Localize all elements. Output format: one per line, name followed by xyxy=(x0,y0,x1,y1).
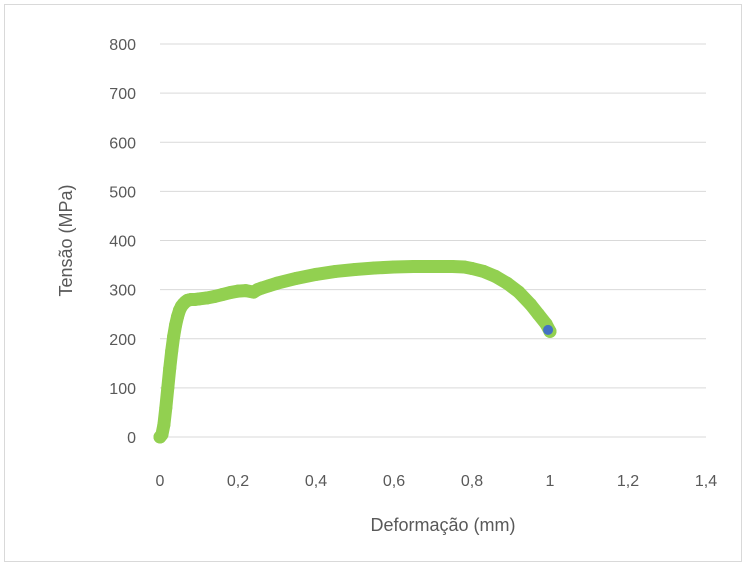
data-point xyxy=(488,269,502,283)
y-tick-label: 0 xyxy=(127,430,136,447)
chart-frame xyxy=(4,4,742,562)
x-tick-labels: 0 0,2 0,4 0,6 0,8 1 1,2 1,4 xyxy=(156,473,718,490)
y-tick-label: 200 xyxy=(109,332,136,349)
x-tick-label: 1,4 xyxy=(695,473,717,490)
data-point xyxy=(159,401,173,415)
data-point xyxy=(446,260,459,274)
data-point xyxy=(387,260,401,274)
data-point xyxy=(290,271,303,285)
data-point xyxy=(407,260,420,274)
data-point xyxy=(426,260,440,274)
y-axis-title: Tensão (MPa) xyxy=(56,184,76,296)
x-axis-title: Deformação (mm) xyxy=(370,515,515,535)
data-point xyxy=(270,276,284,290)
data-point xyxy=(477,264,491,278)
y-tick-label: 800 xyxy=(109,37,136,54)
data-point xyxy=(309,267,323,281)
data-point xyxy=(163,361,177,375)
x-tick-label: 0,2 xyxy=(227,473,249,490)
y-tick-label: 300 xyxy=(109,283,136,300)
x-tick-label: 0 xyxy=(156,473,165,490)
y-tick-label: 700 xyxy=(109,86,136,103)
data-point xyxy=(165,344,179,358)
data-point xyxy=(161,381,175,395)
y-tick-labels: 0 100 200 300 400 500 600 700 800 xyxy=(109,37,136,447)
data-point xyxy=(465,262,479,276)
series-layer xyxy=(153,260,557,444)
data-point xyxy=(500,276,514,290)
data-point xyxy=(157,418,171,432)
x-tick-label: 1 xyxy=(546,473,555,490)
data-point xyxy=(348,262,362,276)
x-tick-label: 0,8 xyxy=(461,473,483,490)
data-point xyxy=(512,285,526,299)
data-point xyxy=(155,428,169,442)
y-tick-label: 600 xyxy=(109,135,136,152)
x-tick-label: 1,2 xyxy=(617,473,639,490)
y-tick-label: 500 xyxy=(109,184,136,201)
data-point xyxy=(167,329,181,343)
gridlines xyxy=(160,43,706,438)
data-point xyxy=(368,261,381,275)
data-point xyxy=(329,264,342,278)
y-tick-label: 400 xyxy=(109,234,136,251)
data-point xyxy=(531,307,545,321)
x-tick-label: 0,4 xyxy=(305,473,327,490)
data-point xyxy=(524,297,537,311)
end-point-marker xyxy=(543,324,554,335)
y-tick-label: 100 xyxy=(109,381,136,398)
x-tick-label: 0,6 xyxy=(383,473,405,490)
